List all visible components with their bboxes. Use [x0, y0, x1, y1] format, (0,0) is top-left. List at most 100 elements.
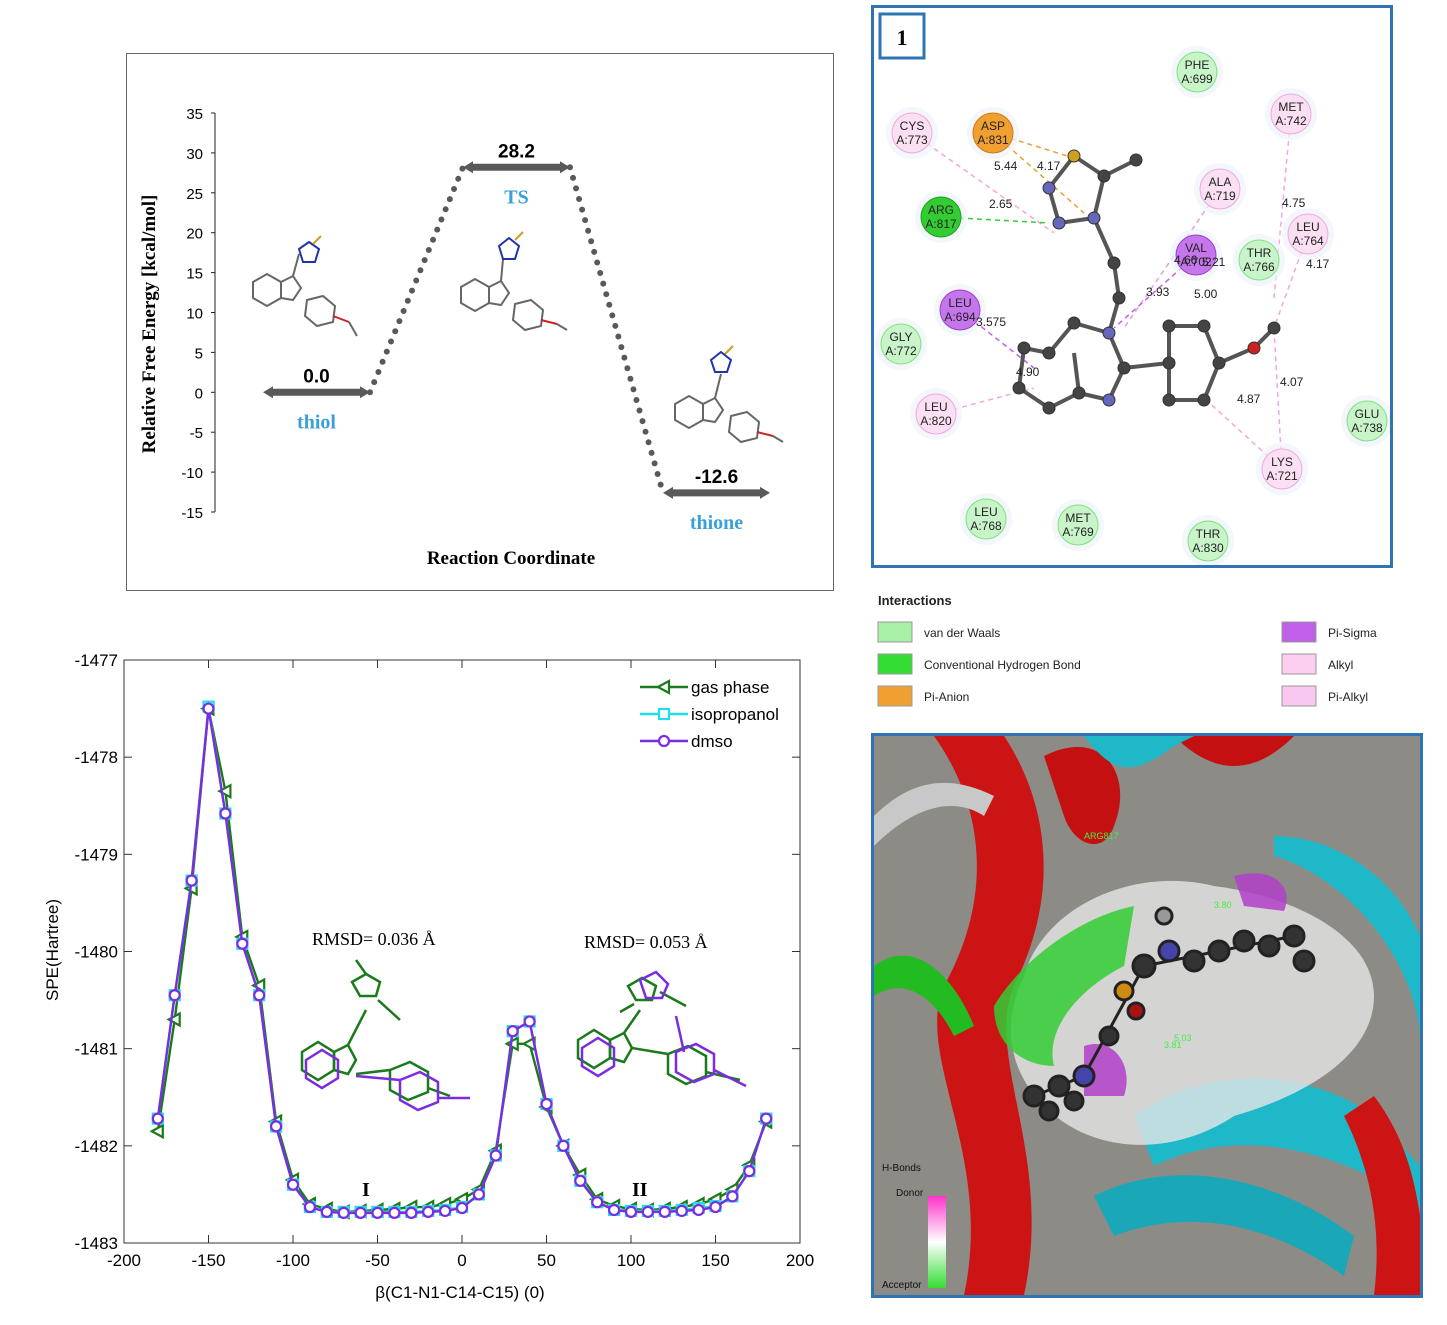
data-point — [168, 989, 181, 1002]
data-point — [540, 1097, 553, 1111]
data-point — [624, 1205, 638, 1219]
svg-text:A:830: A:830 — [1192, 541, 1224, 555]
svg-text:THR: THR — [1247, 246, 1272, 260]
data-point — [354, 1206, 367, 1219]
data-point — [709, 1200, 722, 1214]
svg-text:A:769: A:769 — [1062, 525, 1094, 539]
svg-text:4.90: 4.90 — [1016, 365, 1040, 379]
svg-text:GLU: GLU — [1355, 407, 1380, 421]
svg-text:dmso: dmso — [691, 732, 733, 751]
series-dmso — [151, 702, 773, 1219]
data-point — [726, 1190, 739, 1203]
y-axis-label: SPE(Hartree) — [43, 899, 62, 1001]
svg-text:ASP: ASP — [981, 119, 1005, 133]
svg-text:LEU: LEU — [974, 505, 997, 519]
legend-item: Pi-Anion — [877, 685, 969, 707]
legend-item: gas phase — [640, 678, 769, 697]
y-tick-label: -1483 — [75, 1234, 118, 1253]
svg-text:isopropanol: isopropanol — [691, 705, 779, 724]
svg-text:A:820: A:820 — [920, 414, 952, 428]
svg-text:CYS: CYS — [900, 119, 925, 133]
data-point — [250, 977, 266, 994]
docking-3d-panel: ARG817 5.03 3.80 3.81 H-Bonds Donor Acce… — [871, 733, 1423, 1298]
x-tick-label: 0 — [457, 1251, 466, 1270]
data-point — [489, 1149, 502, 1162]
y-axis-label: Relative Free Energy [kcal/mol] — [139, 195, 160, 454]
energy-level-ts: 28.2 TS — [463, 141, 570, 208]
hbond-surface-green — [994, 906, 1134, 1066]
y-tick-label: -1477 — [75, 651, 118, 670]
energy-level-thiol: 0.0 thiol — [263, 366, 370, 433]
series-gas-phase — [149, 700, 773, 1220]
grey-coil — [874, 782, 994, 846]
data-point — [657, 707, 671, 721]
svg-text:Conventional Hydrogen Bond: Conventional Hydrogen Bond — [924, 658, 1081, 672]
svg-text:5.03: 5.03 — [1174, 1033, 1192, 1043]
rmsd-annotation-2: RMSD= 0.053 Å — [584, 932, 708, 952]
data-point — [202, 702, 215, 715]
cyan-sheet-top — [1084, 736, 1194, 768]
data-point — [692, 1203, 705, 1217]
x-axis-label: β(C1-N1-C14-C15) (0) — [375, 1283, 544, 1302]
docking-3d-render: ARG817 5.03 3.80 3.81 H-Bonds Donor Acce… — [874, 736, 1420, 1295]
level-value-label: 28.2 — [498, 141, 535, 162]
thione-structure — [674, 345, 784, 444]
svg-text:3.81: 3.81 — [1164, 1040, 1182, 1050]
svg-text:5.21: 5.21 — [1202, 255, 1226, 269]
legend-item: Pi-Alkyl — [1281, 685, 1368, 707]
energy-profile-panel: 35 30 25 20 15 10 5 0 -5 -10 -15 0.0 thiol 28.2 TS -12… — [126, 53, 834, 591]
y-tick-label: 5 — [195, 345, 203, 362]
y-tick-label: -10 — [181, 465, 203, 482]
svg-text:ARG817: ARG817 — [1084, 831, 1119, 841]
red-helix-left — [934, 736, 1044, 1295]
legend: gas phase isopropanol dmso — [640, 678, 779, 751]
interactions-legend: Interactions van der Waals Conventional H… — [872, 585, 1432, 715]
legend-item: isopropanol — [640, 705, 779, 724]
x-tick-label: 50 — [537, 1251, 556, 1270]
dihedral-scan-chart: -200 -150 -100 -50 0 50 100 150 200 -1477 -1478 -14… — [43, 651, 814, 1302]
data-point — [337, 1206, 350, 1219]
y-tick-label: -1479 — [75, 845, 118, 864]
x-tick-label: -50 — [365, 1251, 390, 1270]
svg-text:MET: MET — [1278, 100, 1304, 114]
x-axis-label: Reaction Coordinate — [427, 548, 595, 569]
series-line — [156, 708, 768, 1214]
data-point — [422, 1205, 435, 1219]
y-tick-label: 30 — [186, 146, 203, 163]
x-tick-label: -200 — [107, 1251, 141, 1270]
data-point — [523, 1015, 536, 1028]
data-point — [658, 1205, 671, 1219]
svg-text:A:694: A:694 — [944, 310, 976, 324]
y-tick-label: 0 — [195, 385, 203, 402]
svg-text:A:766: A:766 — [1243, 260, 1275, 274]
ligand-structure — [1012, 149, 1281, 415]
data-point — [557, 1139, 570, 1152]
cyan-sheet-bottom — [1094, 1175, 1354, 1276]
svg-text:3.93: 3.93 — [1146, 285, 1170, 299]
x-tick-label: -150 — [191, 1251, 225, 1270]
series-isopropanol — [151, 700, 773, 1219]
svg-text:A:702: A:702 — [1180, 255, 1212, 269]
level-value-label: 0.0 — [303, 366, 329, 387]
green-coil — [874, 955, 974, 1036]
panel-number: 1 — [897, 25, 908, 50]
svg-text:A:773: A:773 — [896, 133, 928, 147]
rmsd-annotation-1: RMSD= 0.036 Å — [312, 929, 436, 949]
data-point — [574, 1174, 587, 1187]
data-point — [405, 1206, 418, 1219]
data-point — [149, 1123, 164, 1140]
svg-text:4.17: 4.17 — [1306, 257, 1330, 271]
legend-item: Pi-Sigma — [1281, 621, 1377, 643]
acceptor-label: Acceptor — [882, 1280, 922, 1291]
